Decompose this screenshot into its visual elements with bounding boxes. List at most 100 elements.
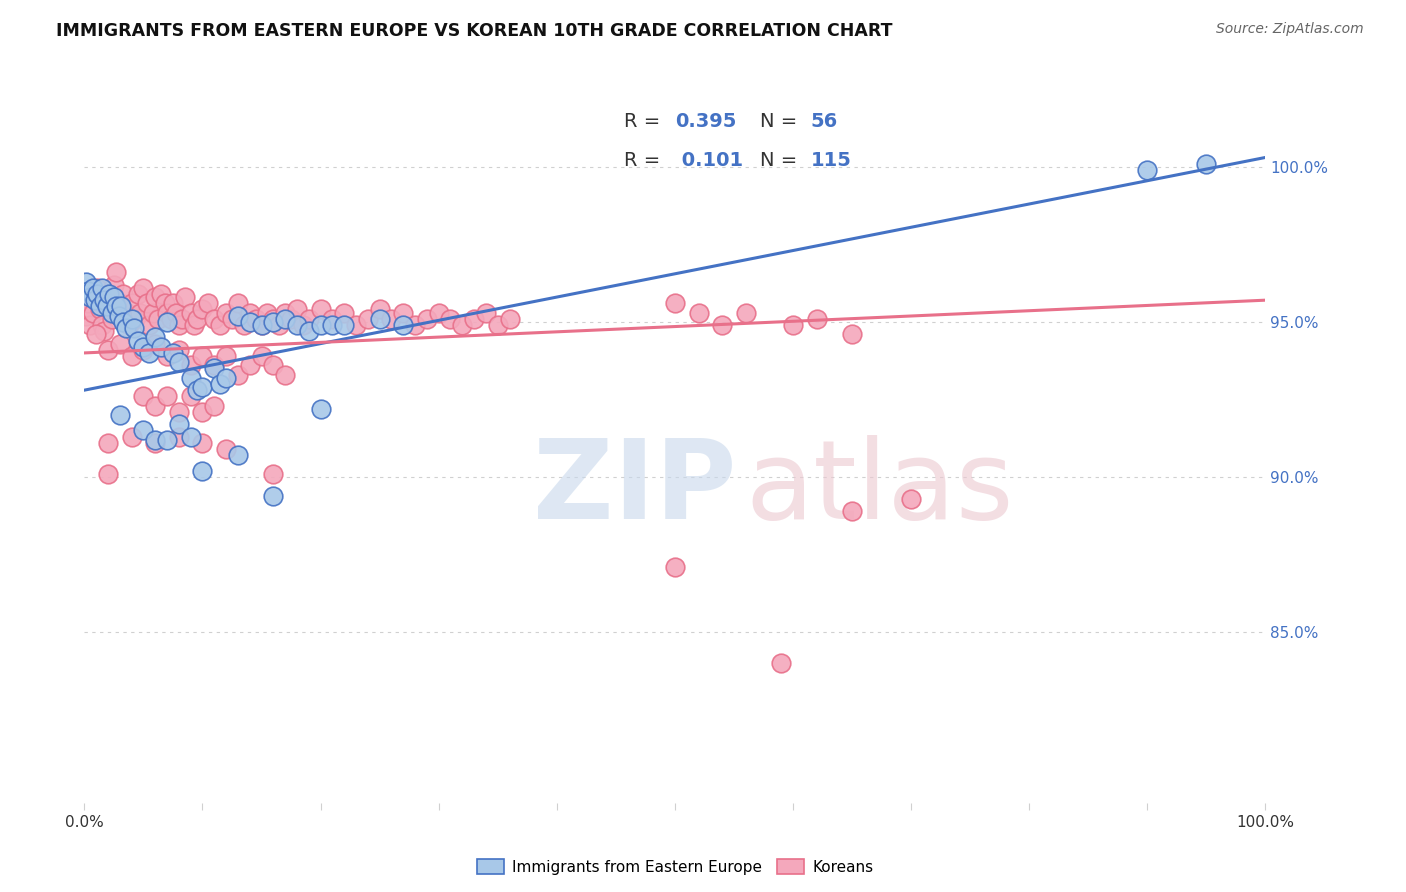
Point <box>156 349 179 363</box>
Point <box>262 311 284 326</box>
Text: IMMIGRANTS FROM EASTERN EUROPE VS KOREAN 10TH GRADE CORRELATION CHART: IMMIGRANTS FROM EASTERN EUROPE VS KOREAN… <box>56 22 893 40</box>
Point <box>380 311 402 326</box>
Point <box>98 287 121 301</box>
Point <box>108 336 131 351</box>
Text: Source: ZipAtlas.com: Source: ZipAtlas.com <box>1216 22 1364 37</box>
Point <box>250 349 273 363</box>
Point <box>1195 156 1218 170</box>
Point <box>209 376 232 391</box>
Point <box>86 281 108 295</box>
Point <box>183 318 205 332</box>
Point <box>115 305 138 319</box>
Point <box>191 349 214 363</box>
Point <box>475 305 498 319</box>
Point <box>439 311 461 326</box>
Point <box>167 318 190 332</box>
Point <box>107 309 129 323</box>
Point <box>321 318 343 332</box>
Point <box>262 359 284 373</box>
Point <box>226 448 249 462</box>
Point <box>298 324 321 338</box>
Legend: Immigrants from Eastern Europe, Koreans: Immigrants from Eastern Europe, Koreans <box>471 853 879 880</box>
Point <box>97 436 120 450</box>
Point <box>262 315 284 329</box>
Point <box>121 349 143 363</box>
Point <box>215 305 238 319</box>
Point <box>127 334 149 348</box>
Point <box>121 296 143 310</box>
Point <box>734 305 756 319</box>
Text: 0.395: 0.395 <box>675 112 737 131</box>
Point <box>202 399 225 413</box>
Point <box>146 311 169 326</box>
Point <box>142 305 165 319</box>
Point <box>143 330 166 344</box>
Point <box>108 296 131 310</box>
Point <box>344 318 367 332</box>
Point <box>239 359 262 373</box>
Point <box>688 305 710 319</box>
Point <box>486 318 509 332</box>
Text: 0.101: 0.101 <box>675 151 742 170</box>
Point <box>167 343 190 357</box>
Point <box>900 491 922 506</box>
Point <box>98 287 121 301</box>
Point <box>202 311 225 326</box>
Point <box>84 327 107 342</box>
Point <box>150 340 173 354</box>
Point <box>180 305 202 319</box>
Point <box>77 296 100 310</box>
Point <box>191 436 214 450</box>
Text: 56: 56 <box>811 112 838 131</box>
Point <box>143 436 166 450</box>
Point <box>841 327 863 342</box>
Point <box>112 287 135 301</box>
Point <box>156 315 179 329</box>
Point <box>96 296 118 310</box>
Point <box>262 489 284 503</box>
Text: ZIP: ZIP <box>533 435 737 542</box>
Point <box>806 311 828 326</box>
Point <box>138 318 160 332</box>
Point <box>167 430 190 444</box>
Point <box>124 311 146 326</box>
Point <box>167 417 190 432</box>
Point <box>105 265 128 279</box>
Point <box>226 296 249 310</box>
Point <box>256 305 278 319</box>
Point <box>451 318 474 332</box>
Point <box>136 296 159 310</box>
Point <box>368 311 391 326</box>
Point <box>191 380 214 394</box>
Point <box>162 296 184 310</box>
Point <box>89 299 111 313</box>
Point <box>91 318 114 332</box>
Point <box>103 290 125 304</box>
Point <box>180 370 202 384</box>
Point <box>132 389 155 403</box>
Point <box>186 311 208 326</box>
Point <box>180 359 202 373</box>
Point <box>143 399 166 413</box>
Point <box>209 318 232 332</box>
Point <box>357 311 380 326</box>
Text: R =: R = <box>624 151 666 170</box>
Point <box>114 321 136 335</box>
Point <box>150 287 173 301</box>
Point <box>285 318 308 332</box>
Point <box>333 305 356 319</box>
Point <box>274 305 297 319</box>
Point <box>186 383 208 397</box>
Point <box>262 467 284 481</box>
Point <box>202 361 225 376</box>
Point <box>79 290 101 304</box>
Point <box>96 299 118 313</box>
Point <box>309 318 332 332</box>
Text: 115: 115 <box>811 151 852 170</box>
Point <box>100 305 122 319</box>
Point <box>105 299 128 313</box>
Point <box>138 346 160 360</box>
Point <box>226 368 249 382</box>
Point <box>180 430 202 444</box>
Point <box>97 343 120 357</box>
